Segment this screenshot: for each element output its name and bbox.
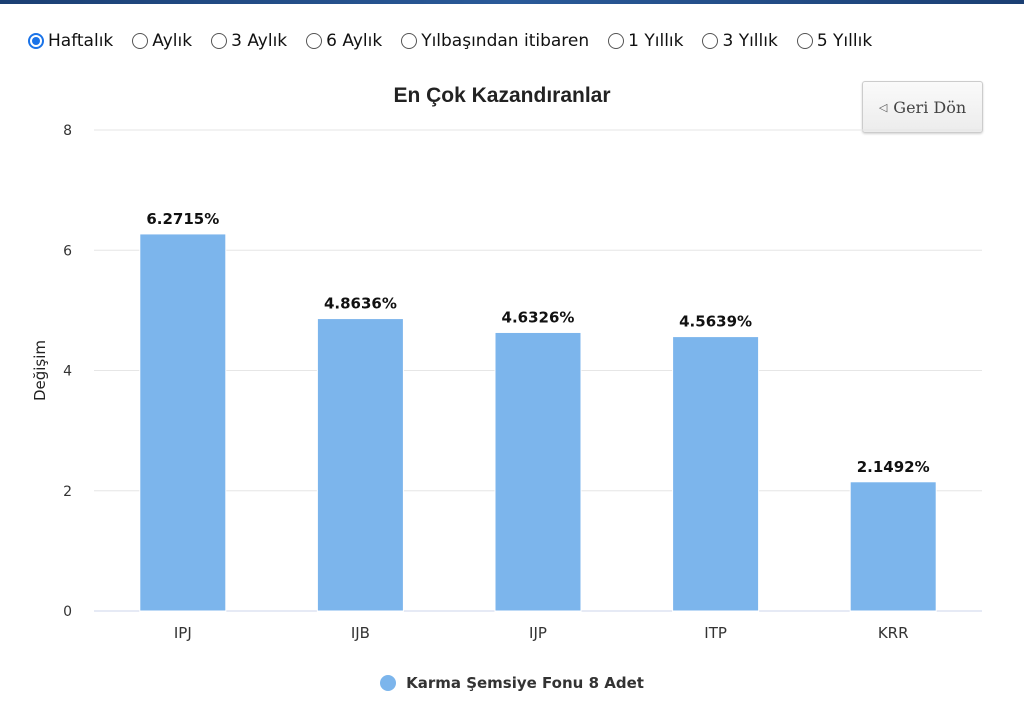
bar-data-label: 6.2715% bbox=[146, 210, 219, 228]
y-tick-label: 8 bbox=[63, 123, 72, 139]
bar-data-label: 4.5639% bbox=[679, 313, 752, 331]
period-option[interactable]: Aylık bbox=[132, 31, 192, 51]
radio-icon bbox=[306, 33, 323, 49]
period-option-label: Haftalık bbox=[48, 31, 114, 51]
legend-label: Karma Şemsiye Fonu 8 Adet bbox=[406, 674, 644, 692]
legend[interactable]: Karma Şemsiye Fonu 8 Adet bbox=[0, 674, 1024, 692]
period-option[interactable]: 5 Yıllık bbox=[796, 31, 873, 51]
period-selector: Haftalık Aylık 3 Aylık 6 Aylık Yılbaşından i… bbox=[28, 28, 1024, 54]
back-button[interactable]: ◁ Geri Dön bbox=[862, 81, 983, 133]
y-tick-label: 2 bbox=[63, 484, 72, 500]
period-option[interactable]: Yılbaşından itibaren bbox=[401, 31, 589, 51]
radio-icon bbox=[796, 33, 813, 49]
x-category-label: ITP bbox=[704, 624, 727, 642]
period-option-label: 3 Aylık bbox=[231, 31, 288, 51]
bar[interactable] bbox=[316, 318, 404, 612]
period-option[interactable]: Haftalık bbox=[28, 31, 113, 51]
bar[interactable] bbox=[494, 331, 582, 612]
bar[interactable] bbox=[849, 481, 937, 612]
radio-icon bbox=[211, 33, 228, 49]
radio-icon bbox=[28, 33, 44, 49]
bar-data-label: 4.6326% bbox=[502, 308, 575, 326]
chart-title: En Çok Kazandıranlar bbox=[393, 84, 610, 107]
period-option[interactable]: 3 Yıllık bbox=[702, 31, 778, 51]
period-option-label: Yılbaşından itibaren bbox=[421, 31, 590, 51]
bar-data-label: 4.8636% bbox=[324, 295, 397, 313]
period-option-label: 3 Yıllık bbox=[722, 31, 778, 51]
radio-icon bbox=[702, 33, 719, 49]
y-axis-label: Değişim bbox=[31, 340, 49, 401]
bar[interactable] bbox=[139, 233, 227, 612]
bar-data-label: 2.1492% bbox=[857, 458, 930, 476]
back-button-label: Geri Dön bbox=[893, 97, 967, 117]
y-tick-label: 6 bbox=[63, 243, 72, 259]
bar[interactable] bbox=[672, 336, 760, 612]
x-category-label: IPJ bbox=[174, 624, 192, 642]
radio-icon bbox=[401, 33, 418, 49]
period-option[interactable]: 6 Aylık bbox=[306, 31, 382, 51]
period-option-label: 5 Yıllık bbox=[816, 31, 873, 51]
period-option[interactable]: 3 Aylık bbox=[211, 31, 287, 51]
legend-swatch bbox=[380, 675, 397, 691]
x-category-label: KRR bbox=[878, 624, 909, 642]
y-tick-label: 4 bbox=[63, 364, 72, 380]
period-option-label: 1 Yıllık bbox=[628, 31, 684, 51]
radio-icon bbox=[132, 33, 149, 49]
back-arrow-icon: ◁ bbox=[878, 100, 888, 114]
radio-icon bbox=[608, 33, 625, 49]
top-accent-bar bbox=[0, 0, 1024, 4]
x-category-label: IJB bbox=[351, 624, 370, 642]
y-tick-label: 0 bbox=[63, 604, 72, 620]
period-option-label: 6 Aylık bbox=[326, 31, 383, 51]
period-option-label: Aylık bbox=[152, 31, 193, 51]
period-option[interactable]: 1 Yıllık bbox=[608, 31, 683, 51]
x-category-label: IJP bbox=[529, 624, 547, 642]
